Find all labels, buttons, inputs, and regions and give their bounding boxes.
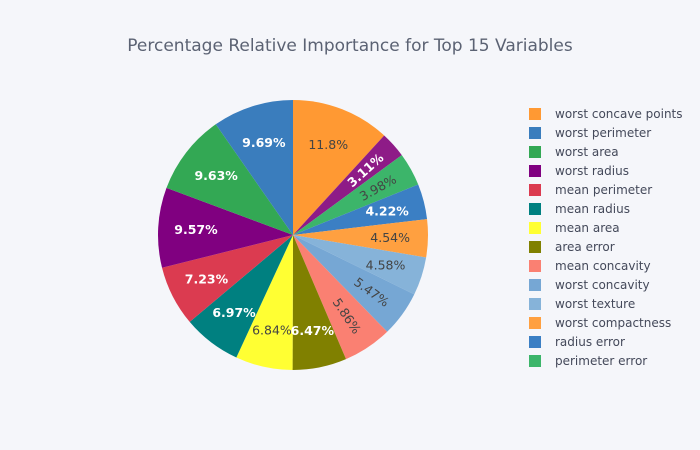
pie-label-area-error-8: 6.47% bbox=[291, 323, 335, 338]
pie-slice-area-error-8[interactable] bbox=[292, 235, 347, 370]
legend-item-perimeter-error[interactable]: perimeter error bbox=[529, 354, 647, 368]
legend-swatch bbox=[529, 146, 541, 158]
pie-slice-worst-area-13[interactable] bbox=[166, 124, 293, 235]
pie-slice-mean-radius-10[interactable] bbox=[189, 235, 293, 358]
legend-item-area-error[interactable]: area error bbox=[529, 240, 615, 254]
legend-item-worst-concave-points[interactable]: worst concave points bbox=[529, 107, 683, 121]
pie-slice-mean-perimeter-11[interactable] bbox=[162, 235, 293, 322]
legend-swatch bbox=[529, 108, 541, 120]
pie-slice-worst-concavity-6[interactable] bbox=[293, 235, 415, 332]
legend-swatch bbox=[529, 260, 541, 272]
legend-item-mean-radius[interactable]: mean radius bbox=[529, 202, 630, 216]
legend-item-mean-area[interactable]: mean area bbox=[529, 221, 620, 235]
legend-item-worst-compactness[interactable]: worst compactness bbox=[529, 316, 671, 330]
legend-swatch bbox=[529, 279, 541, 291]
legend-label: worst compactness bbox=[555, 316, 671, 330]
pie-label-worst-texture-5: 4.58% bbox=[366, 257, 406, 272]
legend-label: worst perimeter bbox=[555, 126, 651, 140]
pie-slice-mean-area-9[interactable] bbox=[236, 235, 293, 370]
legend-swatch bbox=[529, 127, 541, 139]
legend-swatch bbox=[529, 222, 541, 234]
pie-slice-worst-concave-points-0[interactable] bbox=[293, 100, 385, 235]
pie-label-mean-perimeter-11: 7.23% bbox=[185, 272, 229, 287]
legend-swatch bbox=[529, 203, 541, 215]
legend-label: worst concavity bbox=[555, 278, 650, 292]
legend-label: area error bbox=[555, 240, 615, 254]
legend-swatch bbox=[529, 336, 541, 348]
pie-slices bbox=[158, 100, 428, 370]
legend-label: mean perimeter bbox=[555, 183, 652, 197]
legend: worst concave points worst perimeter worst… bbox=[529, 107, 683, 368]
legend-swatch bbox=[529, 317, 541, 329]
pie-slice-worst-compactness-4[interactable] bbox=[293, 219, 428, 258]
pie-label-worst-perimeter-14: 9.69% bbox=[242, 135, 286, 150]
legend-swatch bbox=[529, 298, 541, 310]
legend-label: mean area bbox=[555, 221, 620, 235]
legend-item-worst-concavity[interactable]: worst concavity bbox=[529, 278, 650, 292]
legend-label: mean concavity bbox=[555, 259, 651, 273]
legend-label: worst concave points bbox=[555, 107, 683, 121]
pie-label-worst-concave-points-0: 11.8% bbox=[308, 137, 348, 152]
pie-slice-worst-perimeter-14[interactable] bbox=[215, 100, 293, 235]
legend-item-worst-texture[interactable]: worst texture bbox=[529, 297, 635, 311]
pie-slice-worst-radius-12[interactable] bbox=[158, 187, 293, 268]
legend-label: radius error bbox=[555, 335, 625, 349]
legend-swatch bbox=[529, 241, 541, 253]
legend-swatch bbox=[529, 355, 541, 367]
legend-swatch bbox=[529, 184, 541, 196]
pie-slice-worst-texture-5[interactable] bbox=[293, 235, 427, 295]
pie-label-mean-area-9: 6.84% bbox=[252, 322, 292, 337]
chart-title: Percentage Relative Importance for Top 1… bbox=[127, 36, 573, 56]
pie-label-worst-area-13: 9.63% bbox=[194, 168, 238, 183]
legend-item-worst-perimeter[interactable]: worst perimeter bbox=[529, 126, 651, 140]
pie-label-worst-radius-12: 9.57% bbox=[174, 222, 218, 237]
pie-slice-worst-radius-1[interactable] bbox=[293, 135, 402, 235]
legend-swatch bbox=[529, 165, 541, 177]
pie-label-worst-perimeter-3: 4.22% bbox=[365, 203, 409, 218]
legend-label: worst radius bbox=[555, 164, 629, 178]
legend-label: worst texture bbox=[555, 297, 635, 311]
legend-item-worst-area[interactable]: worst area bbox=[529, 145, 619, 159]
pie-slice-worst-area-2[interactable] bbox=[293, 155, 419, 235]
pie-slice-worst-perimeter-3[interactable] bbox=[293, 184, 428, 235]
legend-label: perimeter error bbox=[555, 354, 647, 368]
legend-item-worst-radius[interactable]: worst radius bbox=[529, 164, 629, 178]
pie-label-worst-compactness-4: 4.54% bbox=[370, 230, 410, 245]
legend-item-mean-perimeter[interactable]: mean perimeter bbox=[529, 183, 652, 197]
pie-slice-mean-concavity-7[interactable] bbox=[293, 235, 388, 360]
legend-item-mean-concavity[interactable]: mean concavity bbox=[529, 259, 651, 273]
legend-label: mean radius bbox=[555, 202, 630, 216]
pie-label-mean-radius-10: 6.97% bbox=[212, 305, 256, 320]
legend-item-radius-error[interactable]: radius error bbox=[529, 335, 625, 349]
legend-label: worst area bbox=[555, 145, 619, 159]
